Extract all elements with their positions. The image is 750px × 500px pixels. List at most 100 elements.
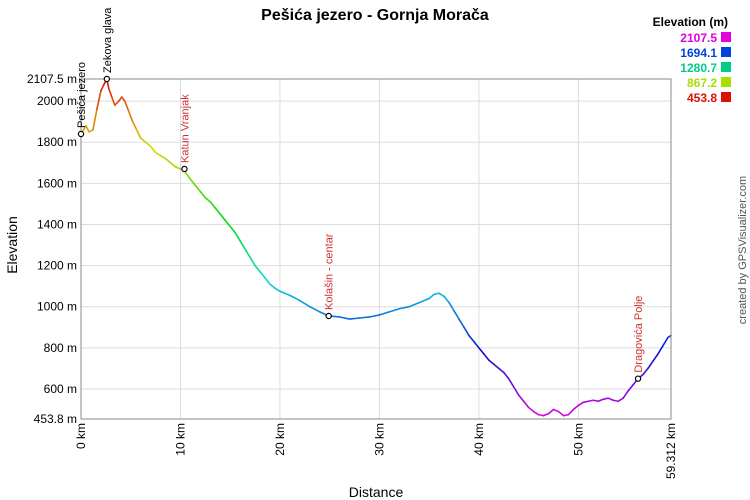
profile-segment <box>244 248 251 259</box>
waypoint-label: Katun Vranjak <box>179 94 191 163</box>
profile-segment <box>647 360 654 370</box>
profile-segment <box>159 154 167 160</box>
profile-segment <box>149 145 157 154</box>
profile-segment <box>493 363 500 370</box>
profile-segment <box>642 367 649 376</box>
chart-title: Pešića jezero - Gornja Morača <box>261 7 489 24</box>
profile-segment <box>96 90 102 111</box>
legend-title: Elevation (m) <box>653 15 728 29</box>
plot-frame <box>80 78 672 420</box>
profile-segment <box>657 344 664 355</box>
y-tick-label: 1000 m <box>37 300 77 314</box>
profile-segment <box>592 399 600 403</box>
waypoint-label: Dragovića Polje <box>633 296 645 373</box>
profile-segment <box>612 399 619 403</box>
legend-swatch <box>721 77 731 87</box>
profile-segment <box>219 213 227 222</box>
x-tick-label: 0 km <box>74 423 88 449</box>
profile-segment <box>174 166 182 170</box>
profile-segment <box>154 151 162 157</box>
profile-segment <box>100 83 105 92</box>
profile-segment <box>127 110 134 123</box>
profile-segment <box>135 129 142 139</box>
profile-segment <box>478 347 485 355</box>
legend-swatch <box>721 92 731 102</box>
profile-segment <box>483 353 490 361</box>
profile-segment <box>408 301 421 308</box>
profile-segment <box>428 293 435 300</box>
profile-segment <box>214 207 222 215</box>
profile-segment <box>269 283 276 289</box>
y-axis-title: Elevation <box>4 216 20 274</box>
profile-segment <box>512 386 520 396</box>
legend-entry-label: 1694.1 <box>680 46 717 60</box>
waypoint-marker <box>325 312 332 320</box>
profile-segment <box>622 390 629 399</box>
waypoint-label: Zekova glava <box>102 7 114 73</box>
y-tick-label: 2000 m <box>37 94 77 108</box>
profile-segment <box>652 353 659 362</box>
profile-segment <box>259 270 266 279</box>
profile-segment <box>378 311 391 316</box>
profile-segment <box>111 96 116 107</box>
profile-segment <box>438 292 445 298</box>
profile-segment <box>199 190 207 199</box>
legend-entry-label: 1280.7 <box>680 61 717 75</box>
profile-segment <box>517 394 525 403</box>
waypoint-marker <box>634 375 642 382</box>
profile-segment <box>358 316 371 319</box>
profile-segment <box>562 413 570 417</box>
profile-segment <box>164 157 172 164</box>
profile-segment <box>108 87 113 98</box>
x-tick-label: 50 km <box>571 423 585 456</box>
x-tick-label: 30 km <box>372 423 386 456</box>
profile-segment <box>194 184 202 193</box>
credit-text: created by GPSVisualizer.com <box>737 176 749 324</box>
profile-segment <box>582 400 590 404</box>
profile-segment <box>507 377 515 388</box>
profile-segment <box>488 359 495 366</box>
profile-segment <box>532 410 540 416</box>
profile-segment <box>667 334 672 339</box>
x-tick-label: 20 km <box>273 423 287 456</box>
profile-segment <box>114 100 120 107</box>
profile-segment <box>607 397 614 402</box>
y-tick-label: 1800 m <box>37 135 77 149</box>
profile-segment <box>85 124 90 133</box>
profile-segment <box>473 340 480 349</box>
profile-segment <box>522 400 530 409</box>
profile-segment <box>463 326 470 337</box>
waypoint-label: Pešića jezero <box>76 62 88 128</box>
x-tick-label: 59.312 km <box>664 423 678 479</box>
profile-segment <box>542 412 550 417</box>
legend: Elevation (m) 2107.51694.11280.7867.2453… <box>653 15 731 105</box>
profile-segment <box>249 256 256 267</box>
legend-swatch <box>721 32 731 42</box>
x-tick-label: 40 km <box>472 423 486 456</box>
profile-segment <box>557 410 565 417</box>
profile-segment <box>433 292 440 296</box>
legend-swatch <box>721 47 731 57</box>
profile-segment <box>169 161 177 168</box>
profile-segment <box>120 96 126 102</box>
profile-segment <box>299 299 311 308</box>
profile-segment <box>239 240 246 250</box>
profile-segment <box>204 196 212 203</box>
legend-entry-label: 2107.5 <box>680 31 717 45</box>
profile-segment <box>468 334 475 343</box>
x-axis-title: Distance <box>349 484 404 500</box>
profile-segment <box>458 318 465 329</box>
profile-segment <box>92 108 98 131</box>
y-tick-label: 600 m <box>44 382 77 396</box>
legend-entry-label: 867.2 <box>687 76 717 90</box>
legend-swatch <box>721 62 731 72</box>
y-tick-label: 453.8 m <box>34 412 77 426</box>
profile-segment <box>627 384 634 392</box>
waypoint-marker <box>77 130 85 138</box>
profile-segment <box>388 307 401 313</box>
x-axis-tick-labels: 0 km 10 km 20 km 30 km 40 km 50 km 59.312 km <box>74 423 678 479</box>
profile-segment <box>443 295 450 304</box>
profile-segment <box>502 371 510 380</box>
